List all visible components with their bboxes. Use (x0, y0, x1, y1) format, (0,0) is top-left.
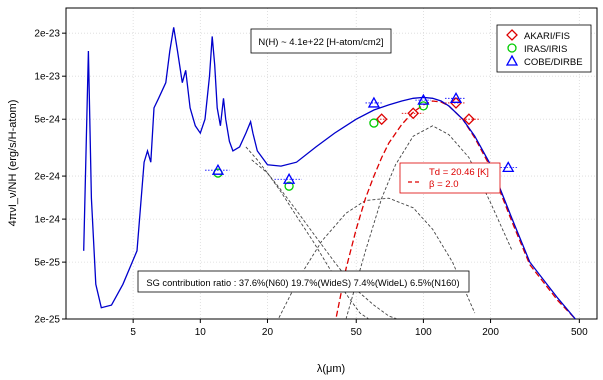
data-point (449, 91, 463, 103)
component-curve (277, 197, 476, 319)
data-point (282, 172, 296, 184)
plot-frame (65, 7, 598, 320)
y-tick-label: 5e-24 (34, 115, 60, 126)
legend-label: COBE/DIRBE (524, 57, 583, 68)
column-density-box (250, 28, 392, 54)
y-axis-label: 4πνI_ν/NH (erg/s/H-atom) (7, 100, 19, 227)
y-tick-label: 2e-25 (34, 315, 60, 326)
y-tick-label: 5e-25 (34, 258, 60, 269)
x-tick-label: 10 (195, 327, 207, 338)
data-point (211, 163, 225, 175)
x-tick-label: 5 (130, 327, 136, 338)
y-tick-label: 1e-24 (34, 215, 60, 226)
y-tick-label: 2e-23 (34, 29, 60, 40)
y-tick-label: 1e-23 (34, 72, 60, 83)
data-point (375, 113, 388, 126)
data-point (450, 97, 462, 109)
x-tick-label: 50 (351, 327, 363, 338)
legend-box (496, 24, 592, 73)
data-point (463, 113, 475, 126)
data-point (407, 107, 420, 120)
x-axis-label: λ(μm) (317, 363, 345, 375)
legend-label: AKARI/FIS (524, 31, 570, 42)
component-curve (251, 159, 399, 319)
column-density-text: N(H) ~ 4.1e+22 [H-atom/cm2] (258, 37, 383, 48)
model-total-curve (83, 27, 576, 319)
legend-marker (505, 54, 519, 66)
data-point (367, 96, 381, 108)
column-density-annotation: N(H) ~ 4.1e+22 [H-atom/cm2] (250, 28, 392, 54)
legend-marker (507, 43, 517, 53)
x-tick-label: 20 (262, 327, 274, 338)
x-tick-label: 500 (571, 327, 588, 338)
sg-ratio-annotation: SG contribution ratio : 37.6%(N60) 19.7%… (137, 270, 470, 293)
fit-td-text: Td = 20.46 [K] (429, 167, 489, 178)
data-point (284, 181, 294, 191)
x-tick-label: 100 (415, 327, 432, 338)
legend-marker (506, 29, 518, 41)
component-curve (245, 146, 370, 319)
legend-label: IRAS/IRIS (524, 44, 567, 55)
sg-ratio-text: SG contribution ratio : 37.6%(N60) 19.7%… (146, 278, 459, 288)
sg-ratio-box (137, 270, 470, 293)
fit-beta-text: β = 2.0 (429, 179, 459, 190)
x-axis-ticks: 5 10 20 50 100 200 500 (130, 319, 588, 338)
data-point (369, 118, 379, 128)
data-point (417, 93, 430, 105)
x-tick-label: 200 (482, 327, 499, 338)
y-tick-label: 2e-24 (34, 172, 60, 183)
y-axis-ticks: 2e-25 5e-25 1e-24 2e-24 5e-24 1e-23 2e-23 (34, 29, 66, 326)
data-point (502, 161, 515, 173)
legend: AKARI/FIS IRAS/IRIS COBE/DIRBE (496, 24, 592, 73)
data-point (418, 101, 429, 111)
fit-parameters-annotation: Td = 20.46 [K] β = 2.0 (399, 162, 501, 194)
data-points-layer (205, 91, 518, 191)
fit-parameters-box (399, 162, 501, 194)
